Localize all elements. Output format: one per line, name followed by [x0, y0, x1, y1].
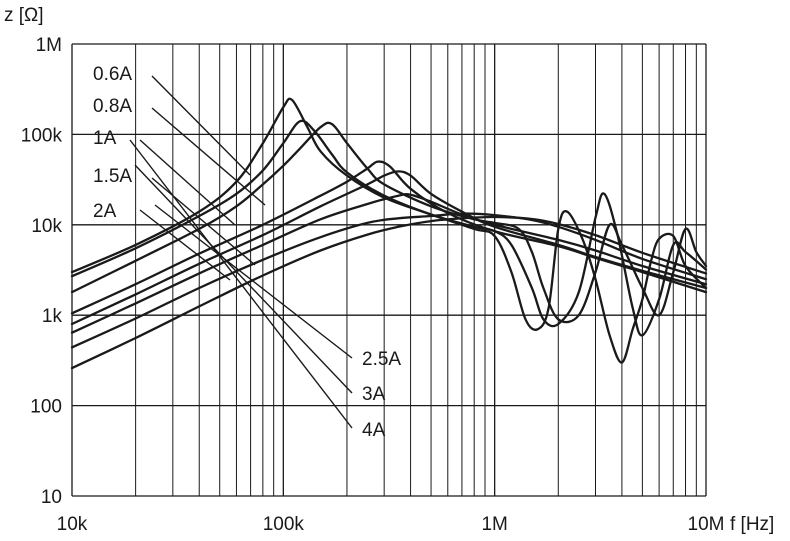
y-axis-label: z [Ω]: [4, 5, 44, 26]
leader-line: [129, 139, 353, 429]
series-label: 4A: [362, 420, 386, 441]
y-tick-label: 10: [41, 487, 62, 508]
series-curve-0_8A: [70, 119, 708, 337]
series-label: 0.8A: [93, 96, 132, 117]
x-tick-label: 1M: [481, 514, 507, 535]
y-tick-label: 10k: [31, 216, 62, 237]
series-curves: [70, 97, 708, 370]
x-tick-label: 10M: [688, 514, 725, 535]
series-curve-4A: [70, 215, 708, 370]
series-label: 2A: [93, 201, 117, 222]
series-label: 2.5A: [362, 349, 401, 370]
series-label: 1A: [93, 128, 117, 149]
y-tick-label: 100k: [21, 125, 63, 146]
series-label: 1.5A: [93, 166, 132, 187]
y-tick-label: 1k: [42, 306, 63, 327]
series-curve-1A: [70, 121, 708, 324]
leader-line: [139, 139, 236, 226]
series-label: 3A: [362, 384, 386, 405]
leader-line: [139, 209, 231, 281]
x-tick-label: 100k: [263, 514, 305, 535]
x-tick-label: 10k: [57, 514, 88, 535]
leader-line: [151, 177, 256, 266]
series-curve-2A: [70, 170, 708, 326]
leader-line: [154, 204, 353, 359]
leader-line: [151, 75, 251, 176]
y-tick-labels: 10 100 1k 10k 100k 1M: [21, 35, 63, 508]
y-tick-label: 1M: [36, 35, 62, 56]
x-tick-labels: 10k 100k 1M 10M: [57, 514, 725, 535]
x-axis-label: f [Hz]: [730, 514, 774, 535]
y-tick-label: 100: [30, 397, 62, 418]
series-curve-3A: [70, 212, 708, 349]
series-label: 0.6A: [93, 64, 132, 85]
series-labels: 0.6A 0.8A 1A 1.5A 2A 2.5A 3A 4A: [93, 64, 401, 441]
series-curve-0_6A: [70, 97, 708, 364]
leader-line: [134, 164, 353, 394]
leader-line: [151, 107, 266, 206]
series-curve-1_5A: [70, 160, 708, 315]
series-curve-2_5A: [70, 193, 708, 334]
